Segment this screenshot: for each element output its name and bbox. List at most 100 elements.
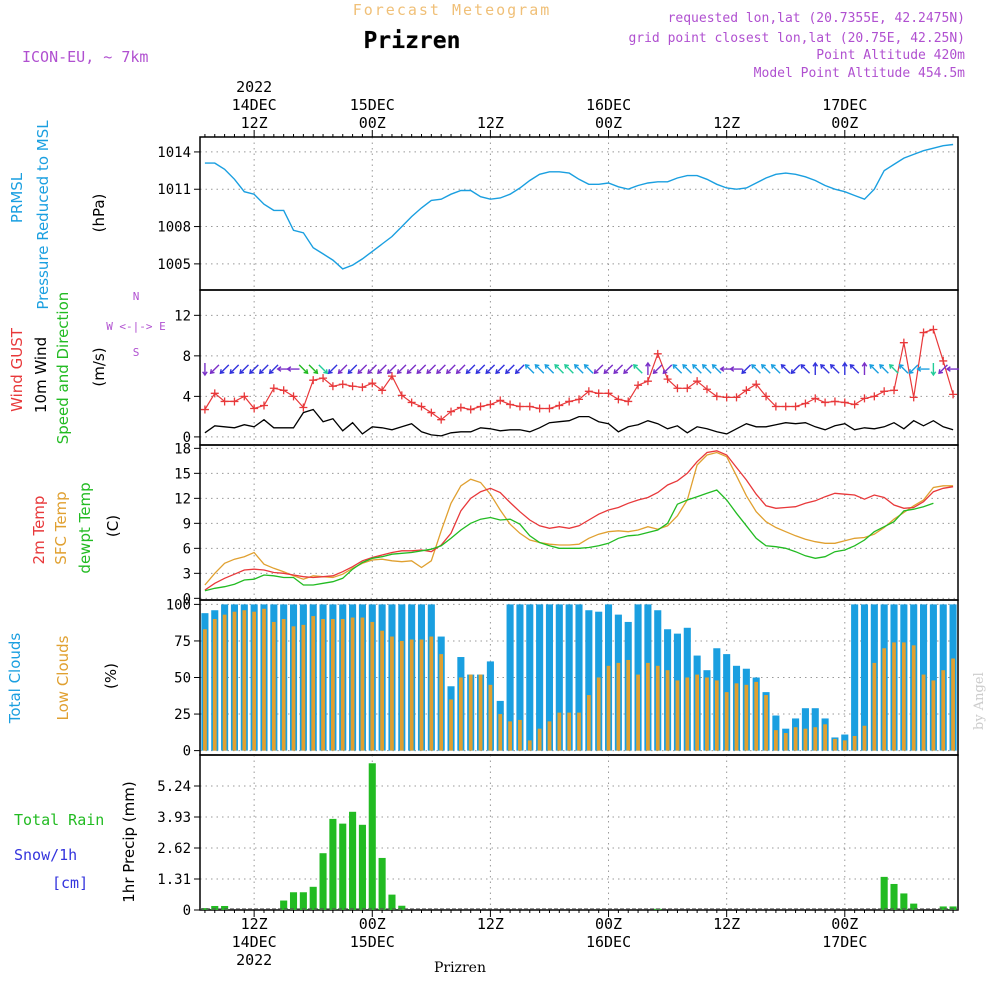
wind-arrow: [436, 364, 446, 375]
gust-marker: [328, 382, 337, 391]
y-tick-label: 0: [183, 591, 191, 607]
low-cloud-bar: [281, 619, 286, 751]
wind-arrow: [879, 363, 889, 374]
gust-marker: [624, 397, 633, 406]
low-cloud-bar: [941, 670, 946, 751]
low-cloud-bar: [429, 636, 434, 751]
series-line-wind-gust: [204, 328, 954, 421]
wind-arrow: [367, 364, 377, 375]
rain-bar: [299, 892, 307, 910]
gust-marker: [762, 392, 771, 401]
gust-marker: [230, 397, 239, 406]
low-cloud-bar: [567, 712, 572, 751]
low-cloud-bar: [390, 636, 394, 751]
low-cloud-bar: [321, 619, 325, 751]
series-line-2m-temp: [204, 450, 954, 591]
gust-marker: [427, 408, 436, 417]
wind-arrow: [908, 364, 919, 375]
location-title: Prizren: [364, 28, 461, 54]
wind-arrow: [406, 364, 417, 375]
total-cloud-bar: [536, 604, 544, 751]
gust-marker: [811, 394, 820, 403]
low-cloud-bar: [911, 645, 916, 751]
credit-watermark: by Angel: [972, 672, 987, 730]
low-cloud-bar: [882, 648, 887, 751]
total-cloud-bar: [526, 604, 534, 751]
low-cloud-bar: [380, 630, 384, 751]
wind-arrow: [662, 364, 673, 375]
low-cloud-bar: [370, 621, 375, 751]
wind-arrow: [898, 363, 909, 374]
wind-arrow: [869, 363, 880, 374]
gust-marker: [712, 392, 721, 401]
time-label: 12Z: [713, 915, 740, 933]
gust-marker: [250, 404, 259, 413]
low-cloud-bar: [271, 621, 276, 751]
wind-arrow: [729, 366, 743, 372]
low-cloud-bar: [242, 610, 247, 751]
low-cloud-bar: [547, 721, 552, 751]
gust-marker: [496, 396, 505, 405]
low-cloud-bar: [488, 684, 493, 751]
gust-marker: [259, 401, 268, 410]
gust-marker: [535, 404, 544, 413]
gust-marker: [850, 400, 859, 409]
wind-arrow: [347, 364, 358, 375]
gust-marker: [319, 374, 328, 383]
low-cloud-bar: [478, 674, 483, 751]
gust-marker: [437, 415, 446, 424]
time-label: 12Z: [713, 114, 740, 132]
rain-bar: [880, 876, 888, 910]
y-tick-label: 18: [174, 441, 191, 457]
wind-arrow: [337, 364, 348, 375]
gust-marker: [614, 395, 623, 404]
time-label: 2022: [236, 78, 272, 96]
model-label: ICON-EU, ~ 7km: [22, 48, 148, 66]
gust-marker: [289, 392, 298, 401]
gust-marker: [693, 377, 702, 386]
wind-arrow: [672, 363, 683, 374]
low-cloud-bar: [803, 728, 808, 751]
time-label: 2022: [236, 951, 272, 969]
gust-marker: [338, 380, 347, 389]
y-tick-label: 0: [183, 430, 191, 446]
rain-bar: [378, 857, 386, 910]
gust-marker: [584, 387, 593, 396]
wind-arrow: [209, 364, 220, 375]
gust-marker: [683, 384, 692, 393]
low-cloud-bar: [675, 680, 680, 751]
series-line-prmsl: [204, 143, 954, 270]
gust-marker: [653, 349, 662, 358]
time-label: 15DEC: [350, 933, 395, 951]
gust-marker: [801, 399, 810, 408]
wind-arrow: [945, 366, 960, 372]
wind-arrow: [564, 363, 574, 374]
gust-marker: [890, 386, 899, 395]
wind-arrow: [308, 364, 319, 375]
total-cloud-bar: [860, 604, 869, 751]
y-tick-label: 6: [183, 541, 191, 557]
total-cloud-bar: [575, 604, 583, 751]
wind-arrow: [603, 364, 614, 375]
panel-frame: [199, 754, 959, 911]
low-cloud-bar: [232, 611, 237, 751]
gust-marker: [525, 402, 534, 411]
wind-arrow: [812, 361, 819, 376]
wind-arrow: [357, 364, 368, 375]
gust-marker: [210, 389, 219, 398]
wind-arrow: [258, 364, 269, 375]
wind-arrow: [930, 363, 937, 377]
gust-marker: [919, 328, 928, 337]
rain-bar: [358, 824, 366, 910]
wind-arrow: [701, 363, 712, 374]
gust-marker: [732, 393, 741, 402]
gust-marker: [466, 405, 475, 414]
panel-label: Total Clouds: [6, 633, 24, 725]
wind-arrow: [573, 363, 584, 374]
gust-marker: [220, 397, 229, 406]
wind-arrow: [632, 363, 643, 374]
low-cloud-bar: [872, 662, 877, 751]
wind-arrow: [841, 361, 848, 376]
wind-arrow: [455, 364, 466, 375]
